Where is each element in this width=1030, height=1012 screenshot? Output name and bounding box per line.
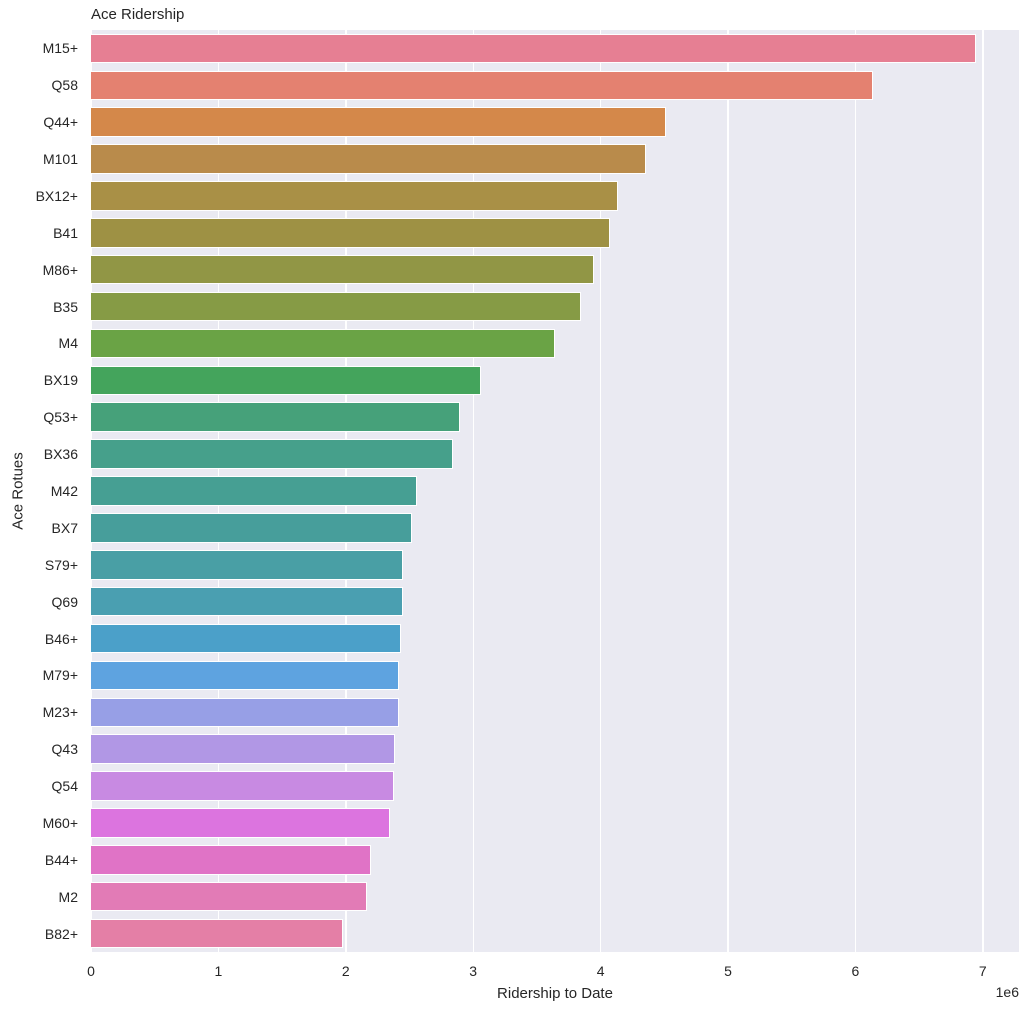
x-gridline (854, 30, 857, 952)
x-tick-label: 2 (341, 963, 350, 979)
y-tick-label: M60+ (42, 814, 78, 831)
bar-q44-plus (91, 107, 666, 137)
bar-q58 (91, 70, 874, 101)
x-tick-label: 3 (469, 963, 478, 979)
bar-bx19 (91, 365, 481, 396)
bar-m101 (91, 144, 647, 174)
y-tick-label: BX19 (43, 372, 78, 389)
y-tick-label: M23+ (42, 704, 78, 721)
y-tick-label: Q44+ (43, 114, 78, 131)
x-tick-label: 5 (724, 963, 732, 979)
y-tick-label: BX36 (43, 446, 78, 463)
bar-m42 (91, 476, 418, 506)
y-tick-label: BX7 (51, 519, 78, 536)
bar-m23-plus (91, 697, 400, 728)
bar-b82-plus (91, 918, 344, 949)
x-gridline (600, 30, 602, 952)
y-tick-label: BX12+ (35, 187, 78, 204)
bar-bx12-plus (91, 181, 619, 211)
x-tick-label: 0 (87, 963, 95, 979)
bar-b41 (91, 218, 610, 248)
bar-b44-plus (91, 845, 372, 875)
y-tick-label: M86+ (42, 261, 78, 278)
y-tick-label: S79+ (44, 556, 78, 573)
bar-m86-plus (91, 254, 595, 285)
bar-q54 (91, 771, 395, 801)
y-tick-label: B35 (53, 298, 78, 315)
bar-m79-plus (91, 660, 400, 691)
x-gridline (727, 30, 729, 952)
y-tick-label: B41 (53, 224, 78, 241)
bar-s79-plus (91, 550, 404, 580)
y-tick-label: M15+ (42, 40, 78, 57)
y-tick-label: M2 (58, 888, 78, 905)
y-tick-label: Q69 (51, 593, 78, 610)
y-tick-label: M79+ (42, 667, 78, 684)
bar-q43 (91, 734, 396, 764)
y-tick-label: B44+ (44, 851, 78, 868)
x-axis-offset-label: 1e6 (995, 984, 1019, 1000)
bar-m4 (91, 328, 555, 359)
y-tick-label: Q54 (51, 778, 78, 795)
chart-title: Ace Ridership (91, 6, 185, 23)
bar-q69 (91, 586, 404, 617)
y-tick-label: Q53+ (43, 409, 78, 426)
y-tick-label: B46+ (44, 630, 78, 647)
plot-area (91, 30, 1019, 952)
bar-b35 (91, 291, 582, 322)
y-tick-label: M4 (58, 335, 78, 352)
y-tick-label: M42 (50, 483, 78, 499)
y-tick-label: B82+ (44, 925, 78, 942)
bar-b46-plus (91, 623, 401, 654)
bar-m60-plus (91, 808, 391, 838)
x-tick-label: 7 (978, 963, 987, 979)
bar-q53-plus (91, 402, 461, 432)
bar-bx36 (91, 439, 453, 469)
bar-m15-plus (91, 33, 977, 64)
y-axis-label: Ace Rotues (9, 452, 27, 530)
x-gridline (472, 30, 474, 952)
x-axis-label: Ridership to Date (497, 985, 613, 1002)
x-tick-label: 4 (596, 963, 605, 979)
y-tick-label: M101 (42, 151, 78, 168)
bar-bx7 (91, 513, 413, 543)
x-gridline (982, 30, 984, 952)
y-tick-label: Q43 (51, 741, 78, 758)
y-tick-label: Q58 (51, 77, 78, 94)
bar-m2 (91, 881, 368, 912)
x-tick-label: 6 (851, 963, 860, 979)
x-tick-label: 1 (214, 963, 223, 979)
